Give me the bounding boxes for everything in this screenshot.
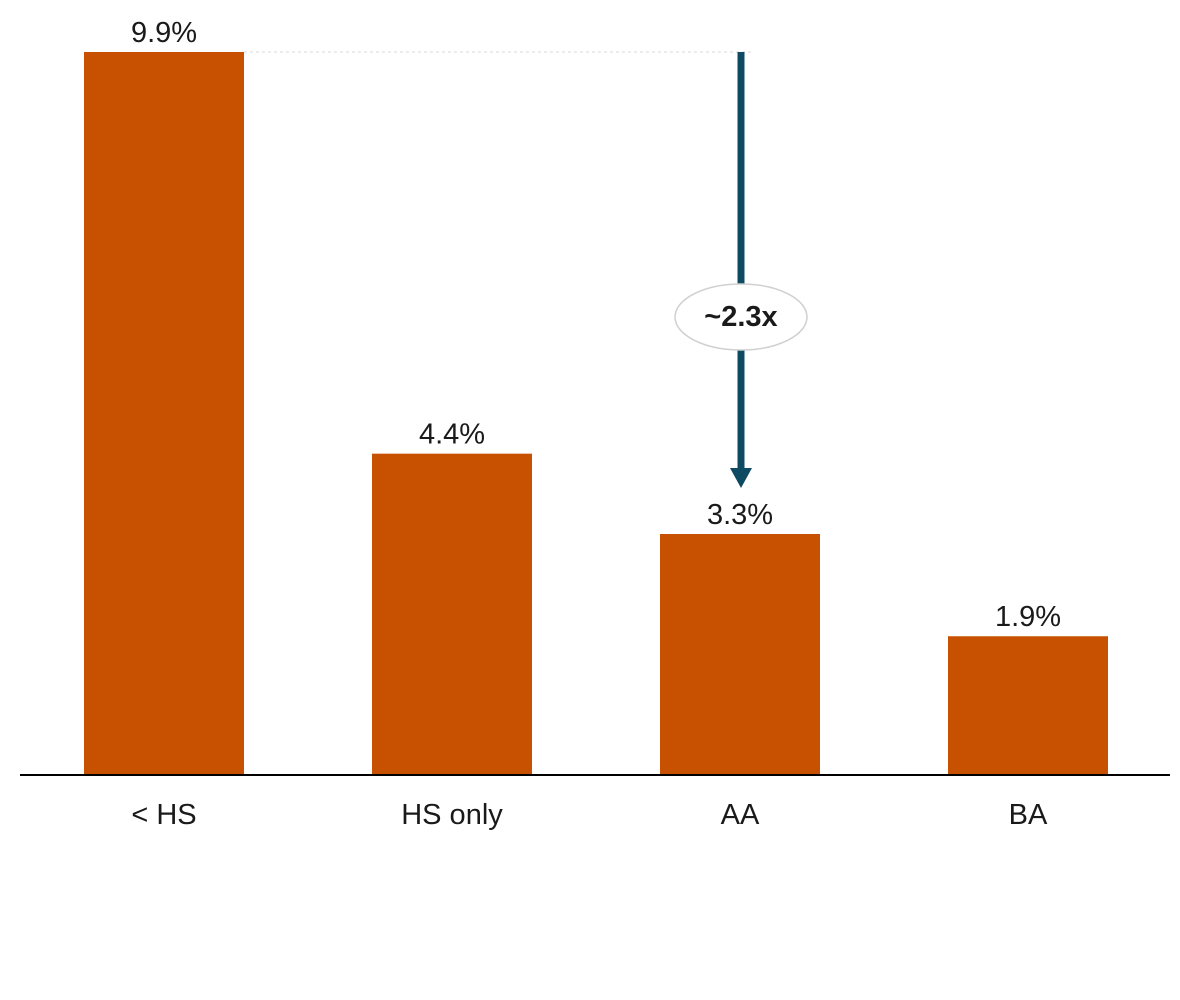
value-label-1: 4.4% bbox=[419, 419, 485, 451]
ratio-bubble bbox=[674, 283, 808, 351]
value-labels-layer: 9.9% 4.4% 3.3% 1.9% bbox=[131, 17, 1061, 633]
value-label-3: 1.9% bbox=[995, 601, 1061, 633]
category-label-0: < HS bbox=[131, 799, 196, 831]
value-label-0: 9.9% bbox=[131, 17, 197, 49]
value-label-2: 3.3% bbox=[707, 499, 773, 531]
ratio-annotation: ~2.3x bbox=[674, 52, 808, 488]
ratio-label: ~2.3x bbox=[704, 301, 777, 333]
category-label-1: HS only bbox=[401, 799, 503, 831]
bar-3 bbox=[948, 636, 1108, 775]
bar-0 bbox=[84, 52, 244, 775]
bars-layer bbox=[84, 52, 1108, 775]
arrow-head bbox=[730, 468, 752, 488]
bar-1 bbox=[372, 453, 532, 775]
category-labels-layer: < HS HS only AA BA bbox=[131, 799, 1048, 831]
category-label-3: BA bbox=[1009, 799, 1048, 831]
bar-2 bbox=[660, 534, 820, 775]
category-label-2: AA bbox=[721, 799, 760, 831]
